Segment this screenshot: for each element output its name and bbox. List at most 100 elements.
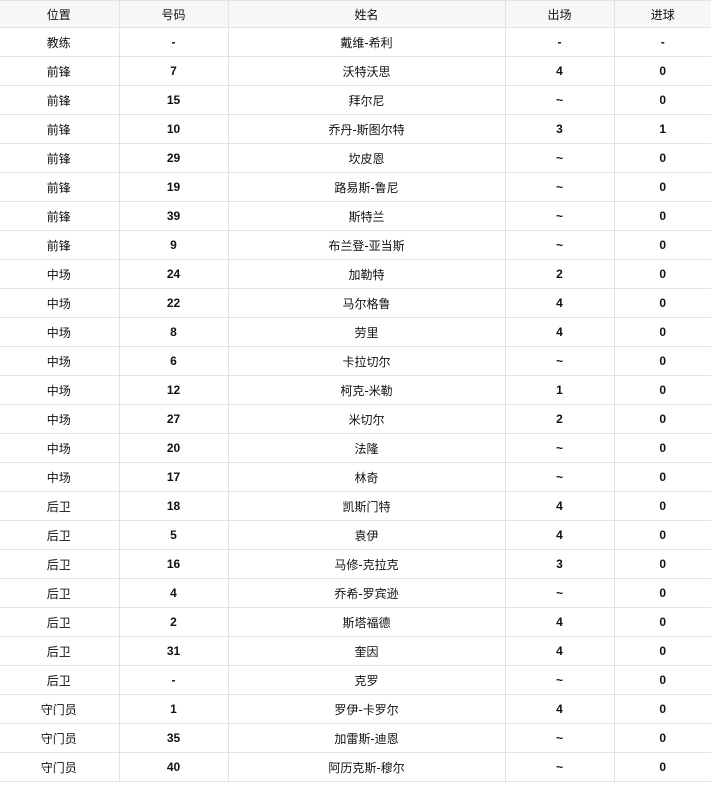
table-row: 前锋 29 坎皮恩 ~0 xyxy=(0,143,711,173)
goals-cell: 0 xyxy=(613,636,711,666)
goals-cell: 1 xyxy=(613,114,711,144)
position-cell: 后卫 xyxy=(0,549,120,579)
table-row: 前锋 19 路易斯-鲁尼 ~0 xyxy=(0,172,711,202)
table-row: 中场 27 米切尔 2 0 xyxy=(0,404,711,434)
number-cell: - xyxy=(118,27,229,57)
goals-cell: 0 xyxy=(613,752,711,782)
position-cell: 中场 xyxy=(0,375,120,405)
goals-cell: 0 xyxy=(613,230,711,260)
goals-cell: 0 xyxy=(613,85,711,115)
name-cell: 乔丹-斯图尔特 xyxy=(227,114,506,144)
appearances-cell: 4 xyxy=(504,56,615,86)
number-cell: 20 xyxy=(118,433,229,463)
number-cell: 22 xyxy=(118,288,229,318)
position-cell: 中场 xyxy=(0,433,120,463)
name-cell: 斯特兰 xyxy=(227,201,506,231)
position-cell: 中场 xyxy=(0,462,120,492)
name-cell: 柯克-米勒 xyxy=(227,375,506,405)
appearances-cell: ~ xyxy=(504,172,615,202)
name-cell: 拜尔尼 xyxy=(227,85,506,115)
name-cell: 斯塔福德 xyxy=(227,607,506,637)
goals-cell: 0 xyxy=(613,346,711,376)
goals-cell: 0 xyxy=(613,694,711,724)
position-cell: 后卫 xyxy=(0,520,120,550)
number-cell: 6 xyxy=(118,346,229,376)
position-cell: 前锋 xyxy=(0,230,120,260)
table-row: 后卫 18 凯斯门特 4 0 xyxy=(0,491,711,521)
number-cell: 4 xyxy=(118,578,229,608)
position-cell: 守门员 xyxy=(0,752,120,782)
number-cell: 19 xyxy=(118,172,229,202)
number-cell: 27 xyxy=(118,404,229,434)
number-cell: 2 xyxy=(118,607,229,637)
name-cell: 克罗 xyxy=(227,665,506,695)
name-cell: 罗伊-卡罗尔 xyxy=(227,694,506,724)
appearances-cell: 4 xyxy=(504,491,615,521)
table-row: 中场 20 法隆 ~0 xyxy=(0,433,711,463)
table-row: 后卫 4 乔希-罗宾逊 ~0 xyxy=(0,578,711,608)
position-cell: 教练 xyxy=(0,27,120,57)
table-row: 中场 8 劳里 4 0 xyxy=(0,317,711,347)
number-cell: 5 xyxy=(118,520,229,550)
table-row: 后卫 2 斯塔福德 4 0 xyxy=(0,607,711,637)
appearances-cell: ~ xyxy=(504,143,615,173)
position-cell: 中场 xyxy=(0,346,120,376)
number-cell: 7 xyxy=(118,56,229,86)
position-cell: 中场 xyxy=(0,404,120,434)
squad-table: 位置 号码 姓名 出场 进球 教练 - 戴维-希利 - - 前锋 7 沃特沃思 4 0 前锋 15 拜尔… xyxy=(0,0,711,782)
table-row: 守门员 1 罗伊-卡罗尔 4 0 xyxy=(0,694,711,724)
name-cell: 袁伊 xyxy=(227,520,506,550)
appearances-cell: 4 xyxy=(504,317,615,347)
position-cell: 后卫 xyxy=(0,491,120,521)
table-header-row: 位置 号码 姓名 出场 进球 xyxy=(0,0,711,28)
appearances-cell: - xyxy=(504,27,615,57)
name-cell: 马修-克拉克 xyxy=(227,549,506,579)
appearances-cell: ~ xyxy=(504,462,615,492)
header-number: 号码 xyxy=(118,0,229,28)
number-cell: 9 xyxy=(118,230,229,260)
appearances-cell: 3 xyxy=(504,549,615,579)
appearances-cell: 3 xyxy=(504,114,615,144)
position-cell: 后卫 xyxy=(0,665,120,695)
name-cell: 法隆 xyxy=(227,433,506,463)
goals-cell: 0 xyxy=(613,288,711,318)
number-cell: 18 xyxy=(118,491,229,521)
position-cell: 前锋 xyxy=(0,114,120,144)
number-cell: 31 xyxy=(118,636,229,666)
position-cell: 前锋 xyxy=(0,143,120,173)
name-cell: 阿历克斯-穆尔 xyxy=(227,752,506,782)
appearances-cell: ~ xyxy=(504,230,615,260)
appearances-cell: 2 xyxy=(504,404,615,434)
table-row: 后卫 31 奎因 4 0 xyxy=(0,636,711,666)
appearances-cell: ~ xyxy=(504,665,615,695)
appearances-cell: ~ xyxy=(504,752,615,782)
appearances-cell: ~ xyxy=(504,85,615,115)
number-cell: 1 xyxy=(118,694,229,724)
number-cell: 29 xyxy=(118,143,229,173)
name-cell: 奎因 xyxy=(227,636,506,666)
name-cell: 沃特沃思 xyxy=(227,56,506,86)
position-cell: 守门员 xyxy=(0,694,120,724)
goals-cell: 0 xyxy=(613,462,711,492)
name-cell: 凯斯门特 xyxy=(227,491,506,521)
table-row: 教练 - 戴维-希利 - - xyxy=(0,27,711,57)
appearances-cell: 4 xyxy=(504,607,615,637)
name-cell: 加雷斯-迪恩 xyxy=(227,723,506,753)
table-row: 中场 12 柯克-米勒 1 0 xyxy=(0,375,711,405)
header-name: 姓名 xyxy=(227,0,506,28)
position-cell: 后卫 xyxy=(0,636,120,666)
table-row: 前锋 7 沃特沃思 4 0 xyxy=(0,56,711,86)
name-cell: 布兰登-亚当斯 xyxy=(227,230,506,260)
goals-cell: 0 xyxy=(613,607,711,637)
number-cell: - xyxy=(118,665,229,695)
position-cell: 中场 xyxy=(0,288,120,318)
table-row: 前锋 15 拜尔尼 ~0 xyxy=(0,85,711,115)
number-cell: 8 xyxy=(118,317,229,347)
goals-cell: 0 xyxy=(613,520,711,550)
number-cell: 24 xyxy=(118,259,229,289)
number-cell: 16 xyxy=(118,549,229,579)
goals-cell: 0 xyxy=(613,317,711,347)
table-row: 守门员 40 阿历克斯-穆尔 ~0 xyxy=(0,752,711,782)
goals-cell: 0 xyxy=(613,549,711,579)
table-row: 前锋 39 斯特兰 ~0 xyxy=(0,201,711,231)
